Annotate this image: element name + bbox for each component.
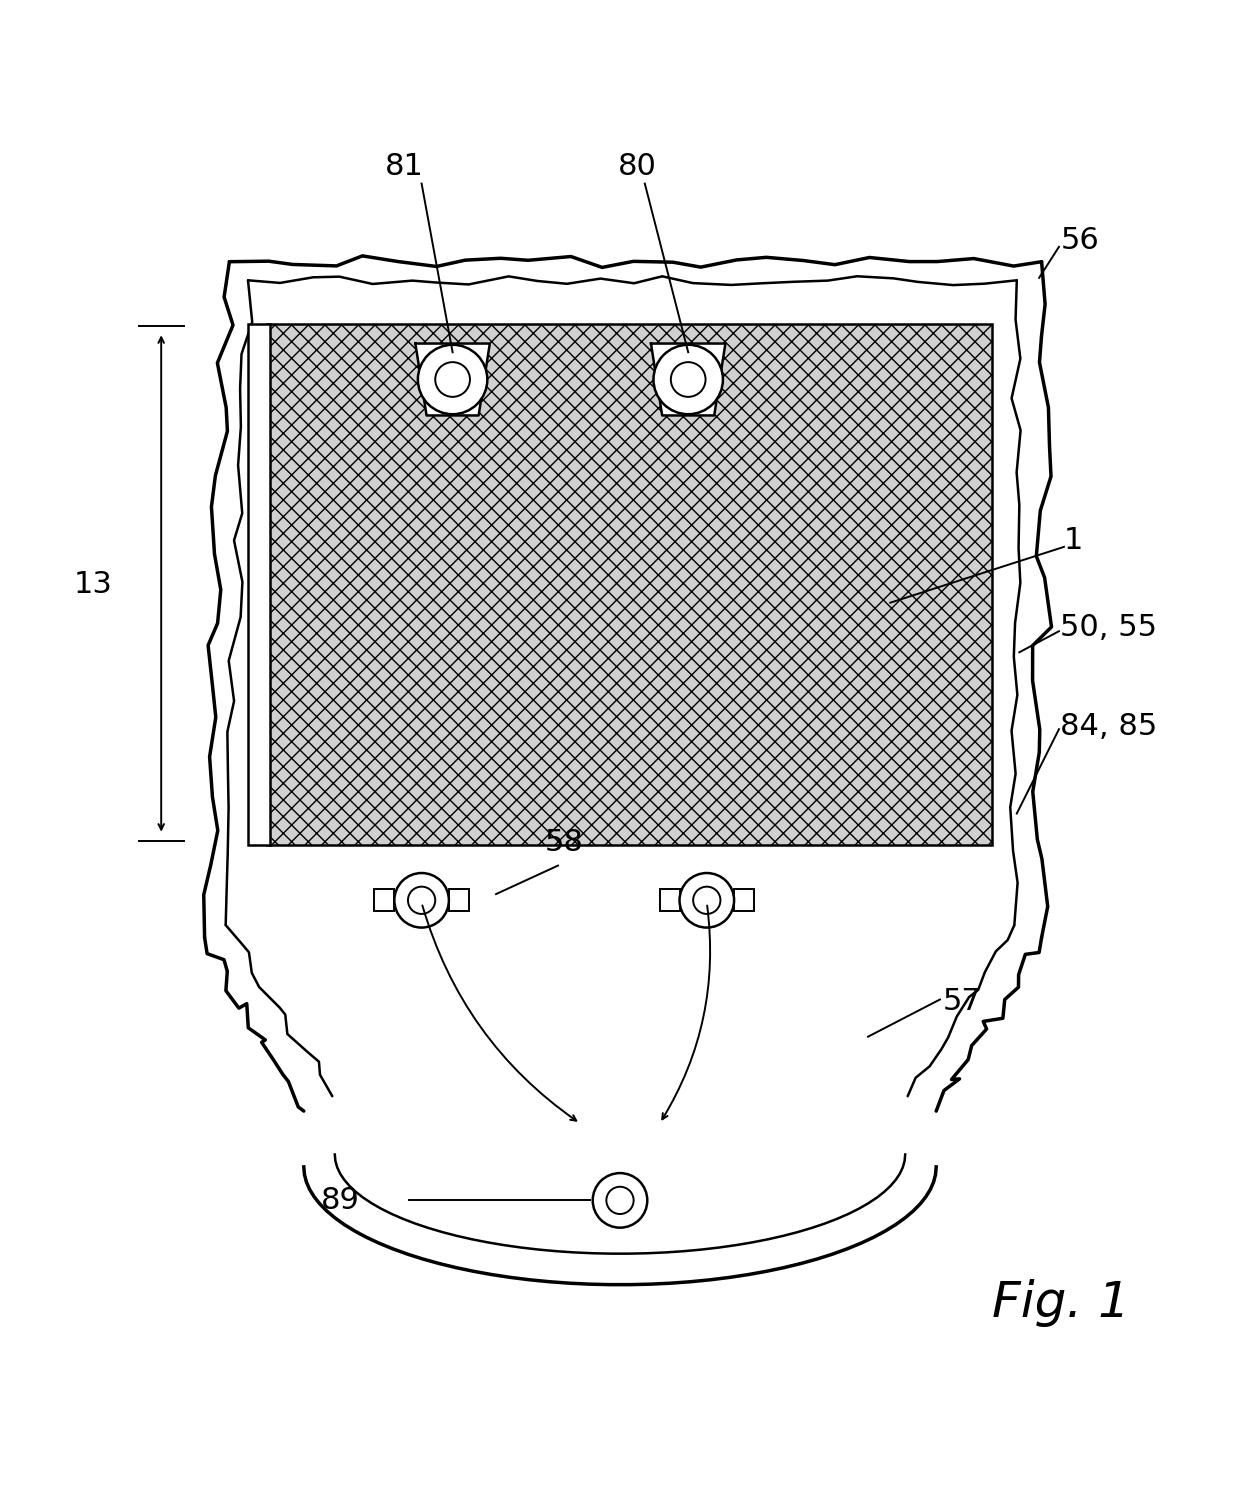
- Circle shape: [394, 873, 449, 927]
- Bar: [374, 890, 394, 911]
- Text: 50, 55: 50, 55: [1060, 613, 1157, 642]
- Circle shape: [653, 344, 723, 415]
- Text: 80: 80: [618, 152, 656, 180]
- Text: Fig. 1: Fig. 1: [992, 1279, 1130, 1327]
- Circle shape: [408, 887, 435, 914]
- Text: 89: 89: [321, 1186, 360, 1214]
- Bar: [248, 323, 270, 845]
- Bar: [267, 323, 992, 845]
- Bar: [449, 890, 469, 911]
- Circle shape: [435, 362, 470, 397]
- Bar: [660, 890, 680, 911]
- Text: 1: 1: [1064, 526, 1084, 555]
- Circle shape: [606, 1187, 634, 1214]
- Polygon shape: [226, 280, 1017, 1254]
- Text: 57: 57: [942, 987, 981, 1016]
- Circle shape: [680, 873, 734, 927]
- Text: 81: 81: [384, 152, 423, 180]
- Circle shape: [671, 362, 706, 397]
- Polygon shape: [415, 344, 490, 415]
- Bar: [734, 890, 754, 911]
- Circle shape: [593, 1174, 647, 1228]
- Polygon shape: [651, 344, 725, 415]
- Circle shape: [418, 344, 487, 415]
- Text: 13: 13: [73, 570, 113, 598]
- Text: 84, 85: 84, 85: [1060, 712, 1157, 741]
- Text: 58: 58: [544, 828, 584, 857]
- Text: 56: 56: [1060, 225, 1099, 256]
- Circle shape: [693, 887, 720, 914]
